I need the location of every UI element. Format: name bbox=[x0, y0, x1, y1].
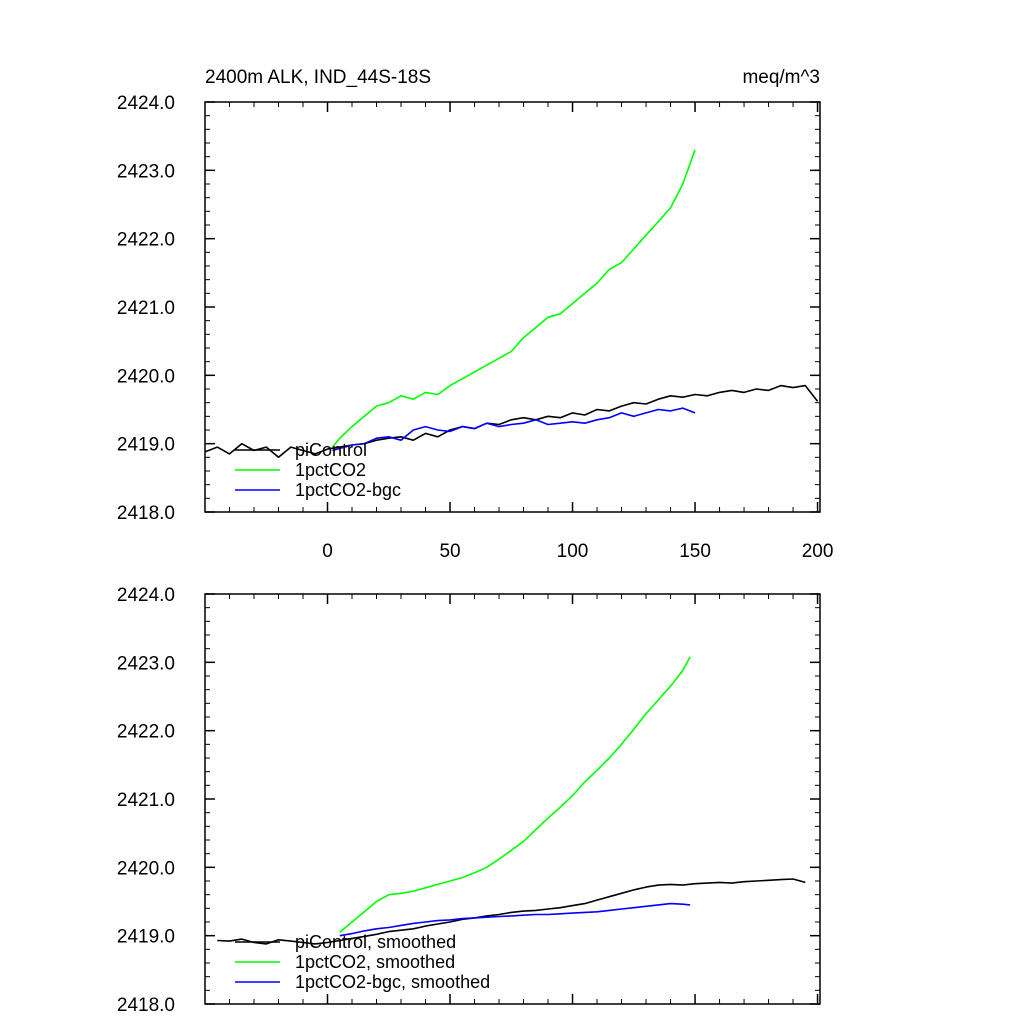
y-tick-label: 2419.0 bbox=[117, 435, 175, 456]
chart-title-left: 2400m ALK, IND_44S-18S bbox=[205, 67, 431, 88]
top-panel: 2400m ALK, IND_44S-18S meq/m^3 2418.0241… bbox=[117, 67, 834, 562]
x-tick-label: 150 bbox=[679, 541, 711, 562]
x-tick-label: 50 bbox=[439, 541, 460, 562]
series-line-3 bbox=[332, 407, 696, 452]
y-tick-label: 2422.0 bbox=[117, 722, 175, 743]
legend-label: piControl, smoothed bbox=[295, 932, 456, 952]
axis-ticks-top: 2418.0 2419.0 2420.0 2421.0 2422.0 2423.0 2424… bbox=[117, 93, 834, 562]
axis-ticks-bottom: 2418.0 2419.0 2420.0 2421.0 2422.0 2423.0 2424… bbox=[117, 585, 820, 1016]
y-tick-label: 2418.0 bbox=[117, 503, 175, 524]
y-tick-label: 2424.0 bbox=[117, 93, 175, 114]
series-line-2 bbox=[331, 149, 696, 448]
y-tick-label: 2424.0 bbox=[117, 585, 175, 606]
y-tick-label: 2421.0 bbox=[117, 298, 175, 319]
x-tick-label: 100 bbox=[557, 541, 589, 562]
y-tick-label: 2420.0 bbox=[117, 858, 175, 879]
series-line-1 bbox=[204, 384, 819, 459]
series-lines-top bbox=[204, 149, 819, 459]
y-tick-label: 2421.0 bbox=[117, 790, 175, 811]
legend-label: 1pctCO2-bgc bbox=[295, 480, 401, 500]
series-lines-bottom bbox=[217, 656, 806, 945]
y-tick-label: 2423.0 bbox=[117, 161, 175, 182]
y-tick-label: 2420.0 bbox=[117, 366, 175, 387]
bottom-panel: 2418.0 2419.0 2420.0 2421.0 2422.0 2423.0 2424… bbox=[117, 585, 821, 1016]
y-tick-label: 2418.0 bbox=[117, 995, 175, 1016]
series-line-3 bbox=[339, 902, 691, 937]
x-tick-label: 200 bbox=[802, 541, 834, 562]
legend-label: 1pctCO2, smoothed bbox=[295, 952, 455, 972]
series-line-2 bbox=[339, 656, 691, 933]
legend-label: 1pctCO2-bgc, smoothed bbox=[295, 972, 490, 992]
y-tick-label: 2422.0 bbox=[117, 230, 175, 251]
chart-units-label: meq/m^3 bbox=[742, 67, 820, 88]
series-line-1 bbox=[217, 878, 806, 945]
y-tick-label: 2423.0 bbox=[117, 653, 175, 674]
legend-label: piControl bbox=[295, 440, 367, 460]
y-tick-label: 2419.0 bbox=[117, 927, 175, 948]
legend-label: 1pctCO2 bbox=[295, 460, 366, 480]
x-tick-label: 0 bbox=[322, 541, 333, 562]
